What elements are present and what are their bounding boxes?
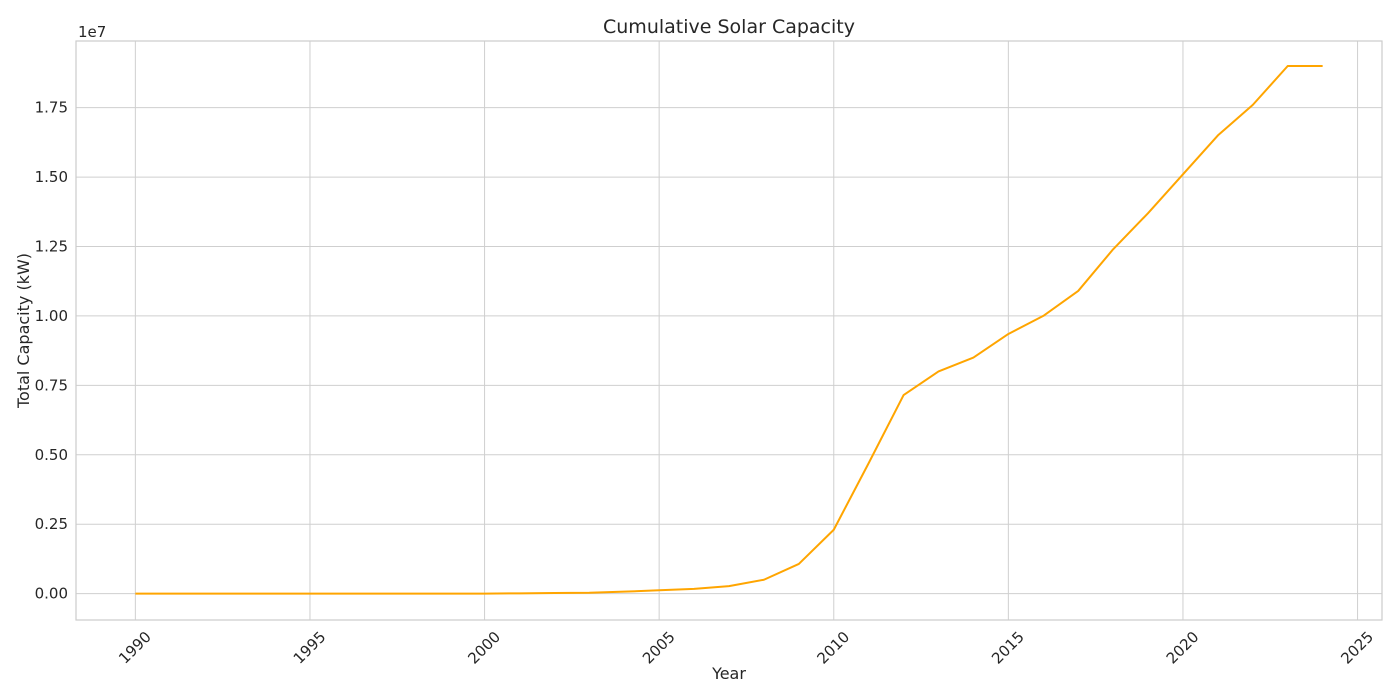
y-tick-label: 0.50: [35, 446, 68, 464]
chart-title: Cumulative Solar Capacity: [603, 16, 855, 38]
x-axis-label: Year: [711, 664, 746, 683]
y-axis-offset-text: 1e7: [78, 23, 106, 41]
x-tick-label: 2010: [814, 628, 854, 668]
y-tick-label: 0.00: [35, 585, 68, 603]
y-axis-label: Total Capacity (kW): [14, 253, 33, 409]
x-tick-label: 1990: [115, 628, 155, 668]
x-tick-label: 2005: [639, 628, 679, 668]
x-tick-label: 1995: [290, 628, 330, 668]
y-tick-label: 0.25: [35, 515, 68, 533]
y-tick-label: 0.75: [35, 376, 68, 394]
y-tick-label: 1.75: [35, 99, 68, 117]
x-tick-label: 2020: [1163, 628, 1203, 668]
grid-lines: [76, 41, 1382, 620]
x-tick-label: 2015: [988, 628, 1028, 668]
series-layer: [135, 64, 1323, 595]
series-line: [135, 64, 1323, 595]
y-tick-label: 1.50: [35, 168, 68, 186]
y-tick-label: 1.00: [35, 307, 68, 325]
plot-frame: [75, 40, 1383, 621]
y-tick-label: 1.25: [35, 237, 68, 255]
x-tick-label: 2025: [1337, 628, 1377, 668]
x-tick-label: 2000: [464, 628, 504, 668]
tick-labels: 1990 1995 2000 2005 2010 2015 2020 2025 0.00 0.25…: [35, 99, 1377, 668]
